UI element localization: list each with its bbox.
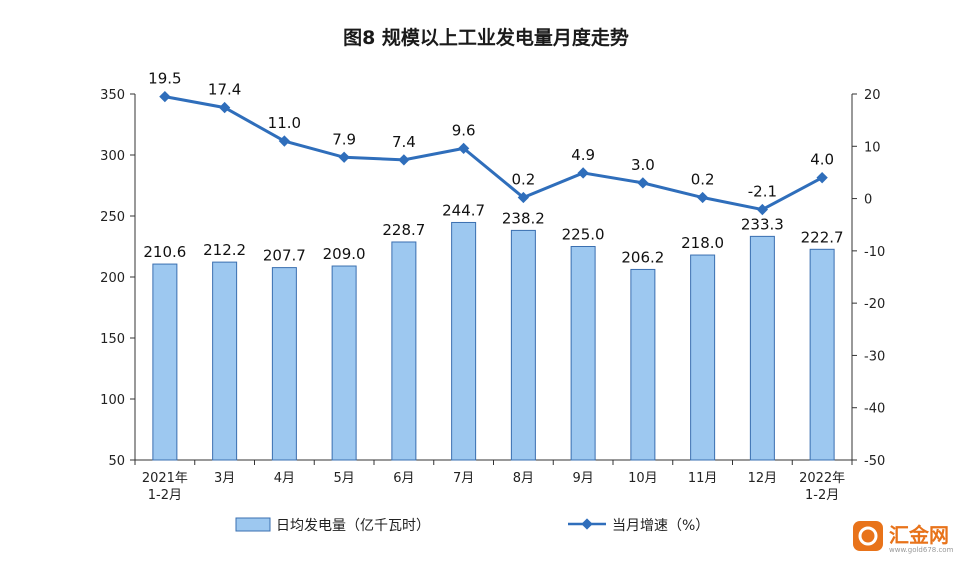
line-data-label: 0.2 xyxy=(691,171,715,189)
bar-data-label: 212.2 xyxy=(203,241,246,259)
bar-data-label: 238.2 xyxy=(502,209,545,227)
growth-line xyxy=(164,95,823,212)
x-tick-label: 7月 xyxy=(453,471,474,486)
y-left-tick-label: 150 xyxy=(100,332,125,347)
watermark-url: www.gold678.com xyxy=(889,546,954,554)
y-right-tick-label: 10 xyxy=(864,140,881,155)
line-marker xyxy=(816,172,828,184)
line-data-label: 4.9 xyxy=(571,146,595,164)
watermark-brand: 汇金网 xyxy=(889,523,949,547)
y-right-tick-label: 20 xyxy=(864,88,881,103)
legend-line-label: 当月增速（%） xyxy=(612,518,709,534)
line-data-label: 9.6 xyxy=(452,121,476,139)
line-data-label: -2.1 xyxy=(748,183,777,201)
legend-bar-label: 日均发电量（亿千瓦时） xyxy=(276,518,430,534)
x-tick-label: 2022年 xyxy=(799,471,845,486)
bar-series: 210.6 212.2 207.7 209.0 228.7 244.7 238.2 225.0… xyxy=(143,201,844,461)
bar xyxy=(749,235,775,461)
x-tick-label: 1-2月 xyxy=(805,488,839,503)
bar-data-label: 228.7 xyxy=(382,221,425,239)
bar xyxy=(630,268,656,461)
x-tick-label: 11月 xyxy=(688,471,718,486)
y-right-tick-label: -40 xyxy=(864,402,885,417)
y-right-tick-label: -10 xyxy=(864,245,885,260)
y-left-tick-label: 350 xyxy=(100,88,125,103)
line-marker xyxy=(457,142,470,155)
legend-bar-swatch xyxy=(235,517,271,532)
bar xyxy=(331,265,357,461)
bar-data-label: 225.0 xyxy=(562,226,605,244)
x-tick-label: 12月 xyxy=(748,471,778,486)
bar xyxy=(510,229,536,461)
y-left-tick-label: 100 xyxy=(100,393,125,408)
line-marker xyxy=(159,90,171,103)
bar-data-label: 222.7 xyxy=(801,228,844,246)
bar-data-label: 244.7 xyxy=(442,201,485,219)
bar-data-label: 218.0 xyxy=(681,234,724,252)
y-left-tick-label: 300 xyxy=(100,149,125,164)
line-marker xyxy=(756,203,769,216)
bar-data-label: 209.0 xyxy=(323,245,366,263)
bar xyxy=(212,261,238,461)
line-marker xyxy=(338,151,350,163)
y-left-tick-label: 250 xyxy=(100,210,125,225)
axes: 50 100 150 200 250 300 350 -50 -40 -30 -20 -10 0 10 20 xyxy=(100,88,885,469)
line-data-label: 7.4 xyxy=(392,133,416,151)
line-marker xyxy=(517,191,530,204)
x-tick-label: 4月 xyxy=(274,471,295,486)
y-left-tick-label: 200 xyxy=(100,271,125,286)
line-data-label: 4.0 xyxy=(810,151,834,169)
line-data-label: 11.0 xyxy=(268,114,301,132)
bar xyxy=(809,248,835,461)
y-right-tick-label: -50 xyxy=(864,454,885,469)
bar xyxy=(690,254,716,461)
x-tick-label: 8月 xyxy=(513,471,534,486)
x-tick-label: 2021年 xyxy=(142,471,188,486)
bar-data-label: 233.3 xyxy=(741,215,784,233)
line-marker xyxy=(637,177,649,189)
line-data-label: 7.9 xyxy=(332,130,356,148)
x-tick-label: 1-2月 xyxy=(148,488,182,503)
y-right-tick-label: -30 xyxy=(864,349,885,364)
y-right-tick-label: 0 xyxy=(864,193,872,208)
watermark: 汇金网 www.gold678.com xyxy=(853,521,954,554)
x-tick-label: 9月 xyxy=(572,471,593,486)
bar xyxy=(570,246,596,461)
line-marker xyxy=(278,135,291,147)
line-marker xyxy=(696,191,709,204)
x-tick-label: 6月 xyxy=(393,471,414,486)
bar xyxy=(391,241,417,461)
line-marker xyxy=(218,101,231,114)
line-data-label: 3.0 xyxy=(631,156,655,174)
logo-ring xyxy=(858,526,878,546)
line-data-label: 19.5 xyxy=(148,70,181,88)
y-right-tick-label: -20 xyxy=(864,297,885,312)
x-tick-labels: 2021年 1-2月 3月 4月 5月 6月 7月 8月 9月 10月 11月 12月 2022年 1-2… xyxy=(142,471,845,503)
line-data-label: 17.4 xyxy=(208,81,241,99)
legend: 日均发电量（亿千瓦时） 当月增速（%） xyxy=(235,517,709,534)
bar xyxy=(271,267,297,461)
bar-data-label: 207.7 xyxy=(263,247,306,265)
line-series: 19.5 17.4 11.0 7.9 7.4 9.6 0.2 4.9 3.0 0.2 -2.1 4.0 xyxy=(148,70,834,216)
line-data-label: 0.2 xyxy=(511,171,535,189)
bar-data-label: 206.2 xyxy=(621,248,664,266)
chart-title: 图8 规模以上工业发电量月度走势 xyxy=(343,26,629,49)
x-tick-label: 10月 xyxy=(628,471,658,486)
x-tick-label: 5月 xyxy=(333,471,354,486)
gold678-logo-icon xyxy=(853,521,883,551)
legend-line-marker xyxy=(581,518,593,530)
line-marker xyxy=(577,167,589,179)
bar-data-label: 210.6 xyxy=(143,243,186,261)
y-left-tick-label: 50 xyxy=(108,454,125,469)
bar xyxy=(451,221,477,461)
line-marker xyxy=(398,154,410,166)
bar xyxy=(152,263,178,461)
x-tick-label: 3月 xyxy=(214,471,235,486)
